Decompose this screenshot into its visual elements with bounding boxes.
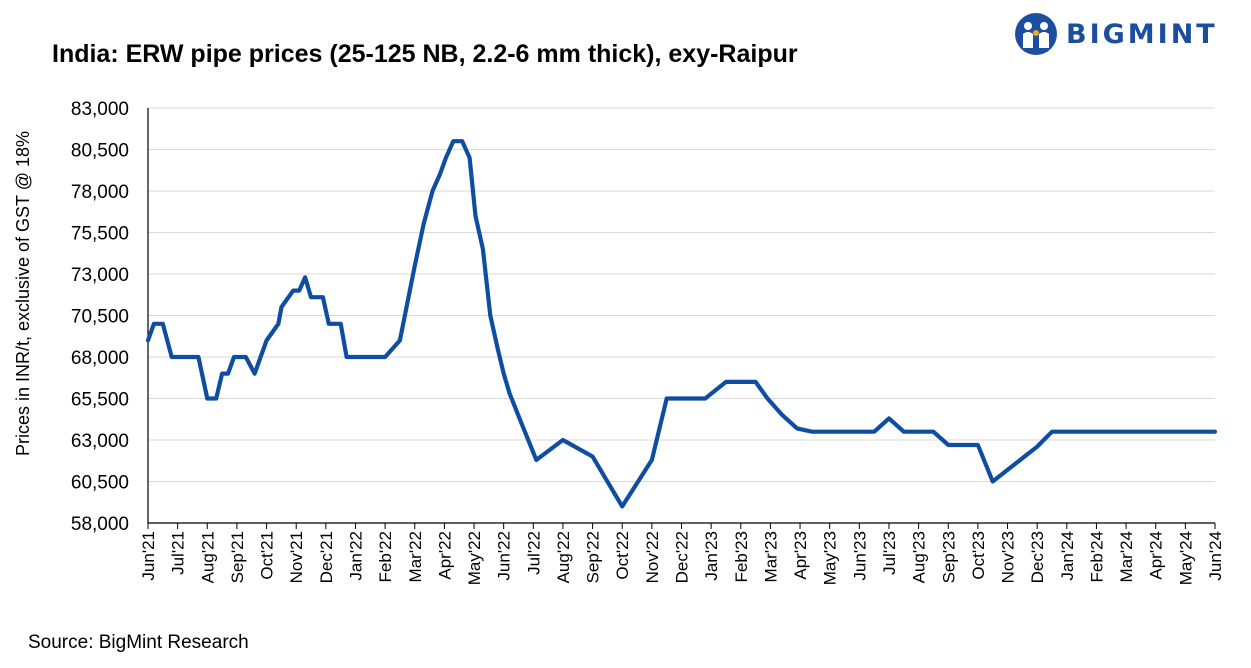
x-tick-label: Dec'23 bbox=[1028, 531, 1047, 583]
y-tick-label: 70,500 bbox=[71, 307, 129, 328]
x-tick-label: Mar'22 bbox=[406, 531, 425, 582]
bigmint-logo-icon bbox=[1015, 13, 1057, 55]
x-tick-label: Jun'24 bbox=[1206, 531, 1225, 581]
x-tick-label: Apr'23 bbox=[791, 531, 810, 580]
y-tick-label: 80,500 bbox=[71, 141, 129, 162]
y-tick-label: 73,000 bbox=[71, 265, 129, 286]
x-tick-label: Jun'22 bbox=[495, 531, 514, 581]
x-tick-label: Dec'22 bbox=[673, 531, 692, 583]
source-note: Source: BigMint Research bbox=[28, 632, 249, 653]
x-tick-label: Apr'22 bbox=[435, 531, 454, 580]
x-tick-label: Nov'23 bbox=[999, 531, 1018, 583]
x-tick-label: Nov'22 bbox=[643, 531, 662, 583]
y-tick-label: 65,500 bbox=[71, 390, 129, 411]
x-tick-label: Sep'22 bbox=[584, 531, 603, 583]
axes bbox=[147, 108, 1216, 529]
x-tick-labels: Jun'21 Jul'21 Aug'21 Sep'21 Oct'21 Nov'21 Dec'… bbox=[139, 531, 1225, 585]
x-tick-label: May'24 bbox=[1176, 531, 1195, 585]
series bbox=[145, 139, 1218, 509]
gridlines bbox=[148, 107, 1215, 482]
y-axis-label: Prices in INR/t, exclusive of GST @ 18% bbox=[13, 131, 33, 456]
x-tick-label: Feb'24 bbox=[1087, 531, 1106, 582]
x-tick-label: Jul'21 bbox=[169, 531, 188, 575]
y-tick-label: 68,000 bbox=[71, 348, 129, 369]
x-tick-label: Oct'22 bbox=[613, 531, 632, 580]
series-line bbox=[145, 139, 1218, 509]
x-tick-label: Mar'24 bbox=[1117, 531, 1136, 582]
x-tick-label: Feb'23 bbox=[732, 531, 751, 582]
x-tick-label: Apr'24 bbox=[1147, 531, 1166, 580]
x-tick-label: Jan'23 bbox=[702, 531, 721, 581]
x-tick-label: Feb'22 bbox=[376, 531, 395, 582]
x-tick-label: Dec'21 bbox=[317, 531, 336, 583]
bigmint-logo: BIGMINT bbox=[1014, 10, 1218, 58]
x-tick-label: Jul'22 bbox=[524, 531, 543, 575]
y-tick-label: 78,000 bbox=[71, 182, 129, 203]
x-tick-label: Sep'21 bbox=[228, 531, 247, 583]
x-tick-label: Aug'21 bbox=[198, 531, 217, 583]
y-tick-label: 58,000 bbox=[71, 514, 129, 535]
x-tick-label: Jan'24 bbox=[1058, 531, 1077, 581]
x-tick-label: Oct'21 bbox=[258, 531, 277, 580]
x-tick-label: Jun'21 bbox=[139, 531, 158, 581]
chart-title: India: ERW pipe prices (25-125 NB, 2.2-6… bbox=[52, 40, 798, 68]
logo-text: BIGMINT bbox=[1066, 18, 1218, 50]
y-tick-label: 83,000 bbox=[71, 99, 129, 120]
x-tick-label: Jan'22 bbox=[346, 531, 365, 581]
x-tick-label: Nov'21 bbox=[287, 531, 306, 583]
y-tick-label: 63,000 bbox=[71, 431, 129, 452]
x-tick-label: May'23 bbox=[821, 531, 840, 585]
y-tick-labels: 58,000 60,500 63,000 65,500 68,000 70,500 73,0… bbox=[71, 99, 129, 535]
x-tick-label: Jun'23 bbox=[850, 531, 869, 581]
x-tick-label: Mar'23 bbox=[761, 531, 780, 582]
x-tick-label: Aug'23 bbox=[910, 531, 929, 583]
y-tick-label: 60,500 bbox=[71, 473, 129, 494]
x-tick-label: Oct'23 bbox=[969, 531, 988, 580]
x-tick-label: Jul'23 bbox=[880, 531, 899, 575]
x-tick-label: Sep'23 bbox=[939, 531, 958, 583]
x-tick-label: Aug'22 bbox=[554, 531, 573, 583]
y-tick-label: 75,500 bbox=[71, 224, 129, 245]
x-tick-label: May'22 bbox=[465, 531, 484, 585]
